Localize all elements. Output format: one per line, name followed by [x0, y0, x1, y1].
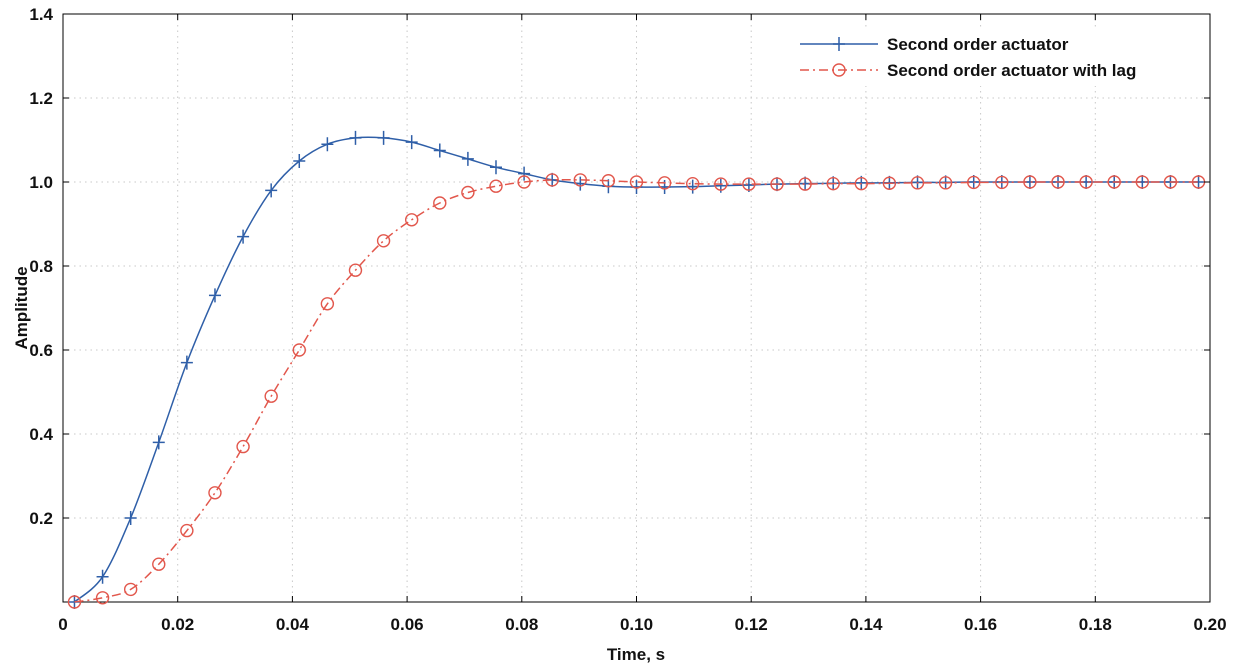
data-point-circle [180, 523, 194, 538]
data-point-plus [265, 183, 278, 198]
y-tick-label: 0.2 [29, 509, 53, 528]
data-point-circle [826, 176, 840, 191]
data-point-circle [1107, 175, 1121, 189]
data-point-circle [95, 591, 110, 605]
data-point-circle [545, 173, 559, 187]
data-point-plus [293, 154, 306, 168]
data-point-plus [96, 569, 109, 584]
data-point-plus [461, 151, 474, 166]
y-tick-label: 1.4 [29, 5, 53, 24]
data-point-circle [67, 595, 82, 609]
data-point-circle [236, 439, 250, 454]
data-point-plus [518, 166, 531, 181]
x-tick-label: 0.20 [1193, 615, 1226, 634]
series-2 [67, 173, 1206, 609]
data-point-plus [180, 355, 193, 370]
data-point-circle [770, 177, 784, 191]
legend-entry: Second order actuator with lag [800, 61, 1136, 80]
y-tick-label: 0.4 [29, 425, 53, 444]
x-tick-label: 0.04 [276, 615, 310, 634]
data-point-circle [489, 179, 503, 193]
x-axis-label: Time, s [607, 645, 665, 664]
data-point-plus [405, 135, 418, 150]
data-point-circle [292, 343, 306, 357]
data-point-circle [264, 389, 278, 403]
data-point-circle [1163, 175, 1178, 189]
data-point-circle [208, 486, 222, 500]
data-point-circle [152, 557, 166, 571]
data-point-plus [321, 137, 334, 152]
x-tick-label: 0.18 [1079, 615, 1112, 634]
y-axis-label: Amplitude [12, 266, 31, 349]
data-point-plus [237, 229, 250, 244]
data-point-circle [854, 176, 869, 191]
data-point-circle [573, 173, 587, 187]
data-point-circle [348, 263, 363, 277]
legend-marker [832, 63, 846, 77]
data-point-circle [686, 176, 700, 191]
data-point-plus [377, 130, 390, 145]
data-point-circle [657, 176, 672, 190]
x-tick-label: 0 [58, 615, 67, 634]
data-point-circle [629, 175, 644, 189]
x-tick-label: 0.12 [735, 615, 768, 634]
x-tick-label: 0.16 [964, 615, 997, 634]
data-point-plus [152, 435, 165, 450]
y-tick-label: 1.2 [29, 89, 53, 108]
x-tick-label: 0.08 [505, 615, 538, 634]
x-tick-label: 0.10 [620, 615, 653, 634]
grid [63, 14, 1210, 602]
legend-entry: Second order actuator [800, 35, 1069, 54]
x-tick-label: 0.06 [391, 615, 424, 634]
data-point-plus [489, 160, 502, 175]
data-point-circle [601, 174, 616, 188]
legend-label: Second order actuator with lag [887, 61, 1136, 80]
legend-marker [833, 37, 845, 51]
data-point-plus [208, 288, 221, 303]
y-tick-label: 1.0 [29, 173, 53, 192]
legend: Second order actuator Second order actuat… [790, 28, 1202, 86]
data-point-circle [882, 176, 897, 190]
data-point-circle [404, 213, 419, 227]
data-point-circle [995, 175, 1009, 190]
y-axis-ticks: 0.2 0.4 0.6 0.8 1.0 1.2 1.4 [29, 5, 1210, 528]
data-point-plus [686, 179, 699, 194]
data-point-circle [910, 176, 925, 190]
legend-label: Second order actuator [887, 35, 1069, 54]
data-point-circle [1051, 175, 1065, 189]
data-point-circle [320, 297, 335, 311]
data-point-circle [517, 175, 531, 189]
x-tick-label: 0.14 [849, 615, 883, 634]
data-point-circle [376, 234, 391, 248]
series-layer [67, 130, 1206, 609]
data-point-circle [1135, 175, 1150, 189]
data-point-circle [461, 185, 475, 200]
y-tick-label: 0.8 [29, 257, 53, 276]
data-point-circle [938, 176, 953, 190]
data-point-circle [714, 177, 728, 191]
legend-background [790, 28, 1202, 86]
data-point-circle [433, 196, 447, 210]
data-point-plus [124, 511, 137, 525]
data-point-circle [1023, 175, 1037, 189]
data-point-circle [123, 582, 138, 597]
data-point-plus [349, 130, 362, 145]
data-point-plus [433, 143, 446, 158]
data-point-circle [967, 175, 981, 190]
x-tick-label: 0.02 [161, 615, 194, 634]
x-axis-ticks: 0 0.02 0.04 0.06 0.08 0.10 0.12 0.14 0.16 0.18 0.2… [58, 14, 1227, 634]
y-tick-label: 0.6 [29, 341, 53, 360]
data-point-circle [1079, 175, 1093, 189]
data-point-circle [742, 177, 756, 191]
data-point-circle [798, 177, 812, 191]
